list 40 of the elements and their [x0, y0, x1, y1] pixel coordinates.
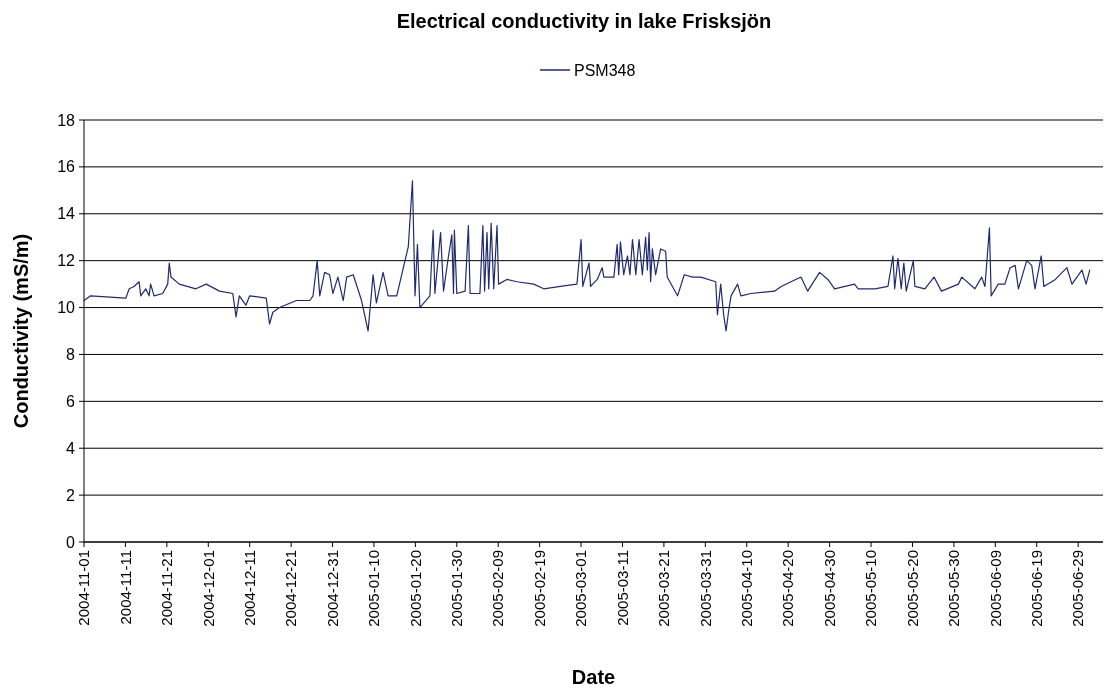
x-tick-label: 2005-02-19	[530, 550, 548, 627]
x-tick-label: 2005-03-11	[613, 550, 631, 626]
x-tick-label: 2004-11-21	[158, 550, 176, 626]
y-tick-label: 2	[66, 486, 76, 504]
x-tick-label: 2005-04-10	[738, 550, 756, 627]
line-series	[83, 180, 1091, 332]
y-tick-label: 16	[57, 158, 76, 176]
x-tick-label: 2005-06-29	[1069, 550, 1087, 627]
x-tick-label: 2005-03-31	[696, 550, 714, 627]
x-tick-label: 2005-05-30	[945, 550, 963, 627]
x-tick-label: 2005-02-09	[489, 550, 507, 627]
x-tick-label: 2005-01-10	[365, 550, 383, 627]
y-tick-label: 14	[57, 205, 76, 223]
x-tick-label: 2005-06-19	[1027, 550, 1045, 627]
x-tick-label: 2005-06-09	[986, 550, 1004, 627]
y-tick-label: 12	[57, 252, 76, 270]
x-tick-label: 2004-12-31	[323, 550, 341, 627]
y-tick-label: 8	[66, 346, 76, 364]
x-tick-label: 2005-01-30	[448, 550, 466, 627]
chart-title: Electrical conductivity in lake Frisksjön	[396, 10, 772, 32]
x-axis-title: Date	[571, 666, 616, 688]
y-tick-label: 6	[66, 392, 76, 410]
x-tick-label: 2004-12-11	[240, 550, 258, 626]
y-tick-label: 10	[57, 299, 76, 317]
x-tick-label: 2005-04-20	[779, 550, 797, 627]
x-tick-label: 2005-05-20	[903, 550, 921, 627]
x-tick-label: 2005-04-30	[820, 550, 838, 627]
y-tick-label: 0	[66, 533, 76, 551]
x-tick-label: 2004-12-01	[199, 550, 217, 627]
y-tick-label: 18	[57, 111, 76, 129]
legend-label: PSM348	[574, 61, 636, 79]
x-tick-label: 2004-12-21	[282, 550, 300, 627]
x-tick-label: 2005-01-20	[406, 550, 424, 627]
x-tick-label: 2004-11-01	[75, 550, 93, 626]
x-tick-label: 2005-03-21	[655, 550, 673, 627]
x-tick-label: 2005-05-10	[862, 550, 880, 627]
y-tick-label: 4	[66, 439, 76, 457]
y-axis-title: Conductivity (mS/m)	[10, 233, 32, 429]
x-tick-label: 2004-11-11	[116, 550, 134, 625]
x-tick-label: 2005-03-01	[572, 550, 590, 627]
